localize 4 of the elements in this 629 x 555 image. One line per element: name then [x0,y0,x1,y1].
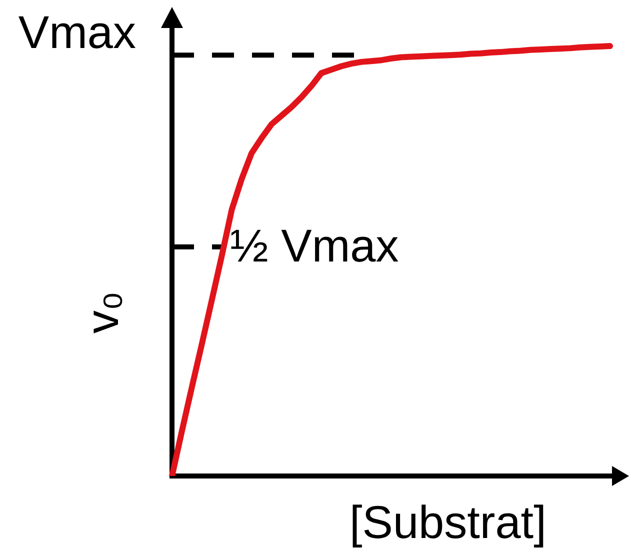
ref-line-label: ½ Vmax [230,220,399,272]
ref-line-label: Vmax [18,6,136,58]
x-axis-title: [Substrat] [350,496,546,548]
y-axis-title: v₀ [76,291,128,334]
